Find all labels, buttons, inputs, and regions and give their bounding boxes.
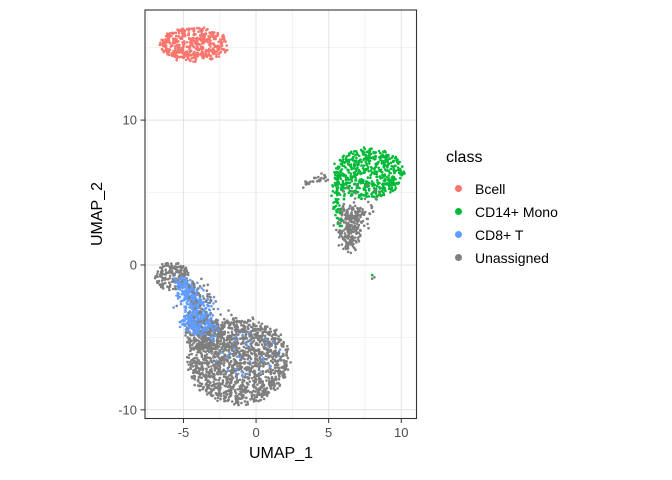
legend-key-dot-icon (455, 231, 462, 238)
legend-label: CD8+ T (475, 226, 524, 243)
y-tick-label: 10 (123, 113, 137, 128)
legend-item-cd8-t: CD8+ T (446, 223, 558, 246)
y-tick-label: -10 (118, 402, 137, 417)
x-tick-label: 0 (252, 425, 259, 440)
panel-border (144, 9, 418, 420)
legend-title: class (446, 149, 483, 166)
legend-item-unassigned: Unassigned (446, 246, 558, 269)
x-tick-label: 10 (394, 425, 408, 440)
legend-item-cd14-mono: CD14+ Mono (446, 200, 558, 223)
legend: class Bcell CD14+ Mono CD8+ T Unassigned (446, 149, 558, 269)
legend-key-dot-icon (455, 254, 462, 261)
x-axis-title: UMAP_1 (248, 445, 314, 462)
legend-label: CD14+ Mono (475, 203, 558, 220)
scatter-points (153, 26, 406, 407)
legend-label: Bcell (475, 180, 506, 197)
x-tick-label: 5 (325, 425, 332, 440)
y-axis-title: UMAP_2 (89, 181, 106, 247)
y-tick-label: 0 (130, 257, 137, 272)
axes: -5 0 5 10 -10 0 10 (118, 113, 408, 440)
x-tick-label: -5 (178, 425, 190, 440)
gridlines (145, 10, 417, 419)
legend-item-bcell: Bcell (446, 177, 558, 200)
legend-label: Unassigned (475, 249, 549, 266)
legend-key-dot-icon (455, 208, 462, 215)
legend-items: Bcell CD14+ Mono CD8+ T Unassigned (446, 177, 558, 269)
legend-key-dot-icon (455, 185, 462, 192)
